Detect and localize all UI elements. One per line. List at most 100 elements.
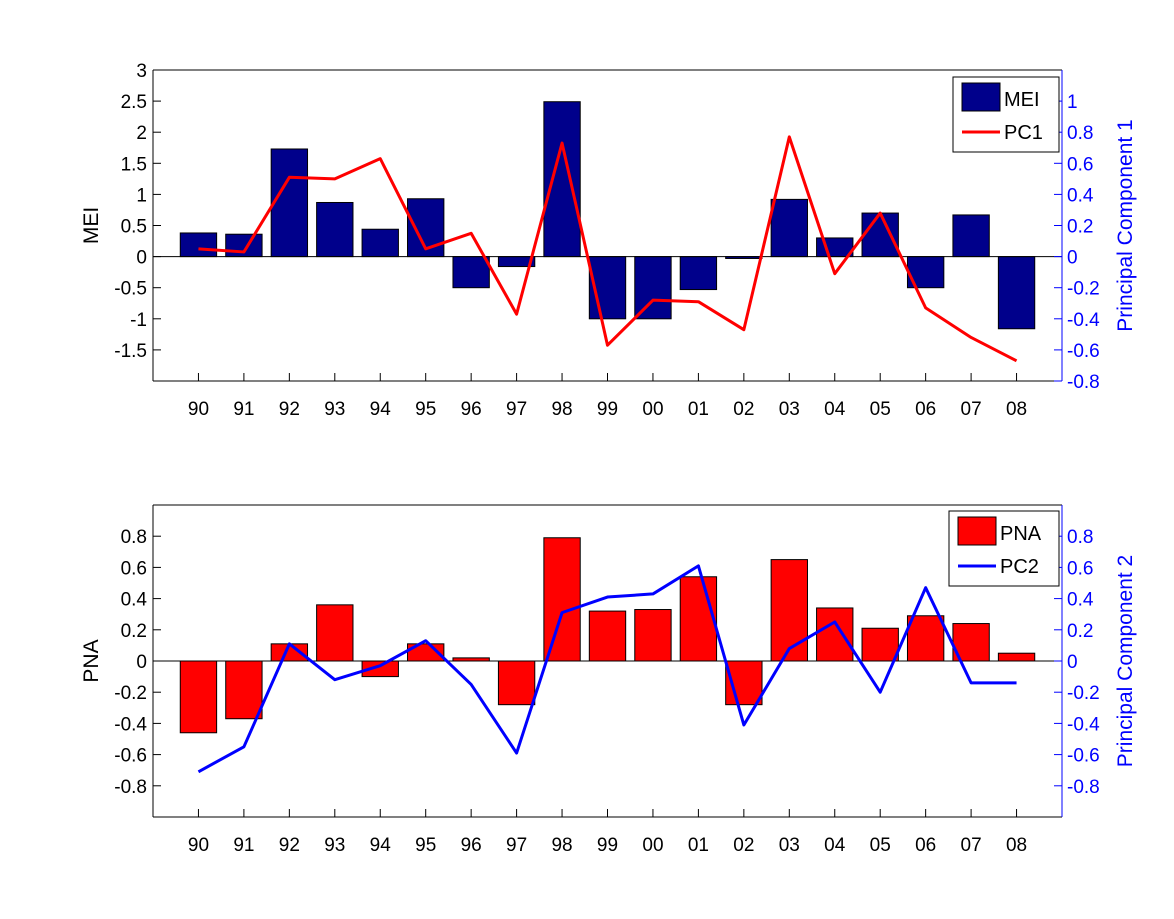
bottom-xtick-label: 06 — [915, 835, 936, 856]
bottom-bar-97 — [497, 660, 536, 706]
bottom-xtick-label: 97 — [506, 835, 527, 856]
bottom-legend-swatch-bar — [957, 516, 997, 546]
top-ytick-label: -1.5 — [114, 341, 147, 362]
top-bar-03 — [770, 198, 808, 258]
bottom-xtick-label: 92 — [279, 835, 300, 856]
top-bar-93 — [316, 201, 354, 258]
bottom-ytick-label: 0 — [136, 652, 147, 673]
bottom-xtick-label: 02 — [733, 835, 754, 856]
bottom-xtick-label: 94 — [370, 835, 392, 856]
top-xtick-label: 95 — [415, 399, 436, 420]
top-ytick-label: 3 — [136, 61, 147, 82]
bottom-ytick-right-label: 0.8 — [1067, 527, 1093, 548]
bottom-ytick-label: -0.6 — [114, 746, 147, 767]
top-line-pc1 — [198, 135, 1018, 363]
top-bar-05 — [861, 212, 899, 258]
bottom-ytick-right-label: 0.2 — [1067, 621, 1093, 642]
top-bar-96 — [452, 256, 490, 289]
bottom-ytick-right-label: 0 — [1067, 652, 1078, 673]
top-axes: 3 2.5 2 1.5 1 0.5 0 -0.5 -1 -1.5 1 0.8 0.6 0.4 0.2 0 -0.… — [80, 61, 1137, 420]
bottom-bar-04 — [816, 607, 854, 662]
top-ytick-right-label: -0.4 — [1067, 310, 1100, 331]
top-xtick-label: 90 — [188, 399, 209, 420]
top-bar-01 — [679, 256, 718, 291]
top-ytick-label: 0 — [136, 248, 147, 269]
top-bar-04 — [816, 237, 854, 258]
top-ytick-right-label: 1 — [1067, 92, 1078, 113]
bottom-ytick-label: 0.4 — [121, 590, 148, 611]
bottom-bar-99 — [588, 610, 627, 662]
top-bar-94 — [361, 228, 399, 258]
top-bar-00 — [634, 256, 672, 320]
bottom-ytick-right-label: -0.6 — [1067, 746, 1100, 767]
bottom-xtick-label: 91 — [233, 835, 254, 856]
top-ytick-right-label: -0.2 — [1067, 279, 1100, 300]
bottom-xtick-label: 03 — [779, 835, 800, 856]
top-xtick-label: 94 — [370, 399, 392, 420]
bottom-xtick-label: 99 — [597, 835, 618, 856]
top-legend-label-line: PC1 — [1004, 122, 1043, 144]
bottom-bar-03 — [770, 559, 808, 662]
top-ytick-label: 2.5 — [121, 92, 147, 113]
bottom-xtick-label: 96 — [461, 835, 482, 856]
top-ytick-right-label: -0.6 — [1067, 341, 1100, 362]
bottom-xtick-label: 08 — [1006, 835, 1027, 856]
top-xtick-label: 98 — [551, 399, 572, 420]
bottom-xtick-label: 93 — [324, 835, 345, 856]
bottom-ytick-right-label: -0.2 — [1067, 683, 1100, 704]
top-ytick-right-label: -0.8 — [1067, 372, 1100, 393]
top-ytick-label: 1 — [136, 185, 147, 206]
top-xtick-label: 91 — [233, 399, 254, 420]
top-ytick-label: 1.5 — [121, 154, 147, 175]
bottom-xtick-label: 05 — [870, 835, 891, 856]
top-ylabel-right: Principal Component 1 — [1114, 119, 1137, 331]
top-legend-label-bar: MEI — [1004, 89, 1040, 111]
top-legend: MEI PC1 — [952, 76, 1060, 153]
top-ylabel: MEI — [80, 207, 103, 244]
bottom-xtick-label: 95 — [415, 835, 436, 856]
top-bar-90 — [179, 232, 218, 258]
bottom-bar-05 — [861, 627, 899, 662]
top-ytick-right-label: 0 — [1067, 248, 1078, 269]
bottom-ytick-label: 0.8 — [121, 527, 147, 548]
top-xtick-label: 03 — [779, 399, 800, 420]
top-xtick-label: 05 — [870, 399, 891, 420]
bottom-ytick-right-label: 0.4 — [1067, 590, 1094, 611]
bottom-bar-01 — [679, 576, 718, 662]
bottom-axes: 0.8 0.6 0.4 0.2 0 -0.2 -0.4 -0.6 -0.8 0.8 0.6 0.4 0.… — [80, 504, 1137, 856]
top-xtick-label: 06 — [915, 399, 936, 420]
top-xtick-label: 92 — [279, 399, 300, 420]
bottom-bar-90 — [179, 660, 218, 734]
top-xtick-label: 00 — [642, 399, 663, 420]
bottom-legend-label-line: PC2 — [1000, 556, 1039, 578]
top-bar-08 — [997, 256, 1036, 330]
top-ytick-label: 0.5 — [121, 217, 147, 238]
top-bar-92 — [270, 148, 309, 258]
bottom-bar-98 — [543, 537, 581, 662]
top-xtick-label: 07 — [961, 399, 982, 420]
top-ytick-label: -0.5 — [114, 279, 147, 300]
top-xtick-label: 93 — [324, 399, 345, 420]
bottom-xtick-label: 04 — [824, 835, 846, 856]
bottom-ytick-right-label: -0.4 — [1067, 714, 1100, 735]
bottom-bar-93 — [316, 604, 354, 662]
top-xtick-label: 99 — [597, 399, 618, 420]
bottom-ytick-label: 0.6 — [121, 558, 147, 579]
bottom-ytick-label: -0.8 — [114, 777, 147, 798]
top-xtick-label: 01 — [688, 399, 709, 420]
bottom-ytick-label: -0.2 — [114, 683, 147, 704]
top-ytick-right-label: 0.6 — [1067, 154, 1093, 175]
bottom-bar-91 — [225, 660, 263, 720]
bottom-ytick-label: 0.2 — [121, 621, 147, 642]
bottom-line-pc2 — [197, 564, 1017, 774]
bottom-bar-08 — [997, 652, 1036, 662]
bottom-bar-06 — [906, 615, 945, 662]
top-ytick-right-label: 0.8 — [1067, 123, 1093, 144]
top-xtick-label: 08 — [1006, 399, 1027, 420]
bottom-ytick-right-label: -0.8 — [1067, 777, 1100, 798]
top-xtick-label: 04 — [824, 399, 846, 420]
top-ytick-label: 2 — [136, 123, 147, 144]
bottom-xtick-label: 07 — [961, 835, 982, 856]
top-xtick-label: 96 — [461, 399, 482, 420]
top-xtick-label: 02 — [733, 399, 754, 420]
